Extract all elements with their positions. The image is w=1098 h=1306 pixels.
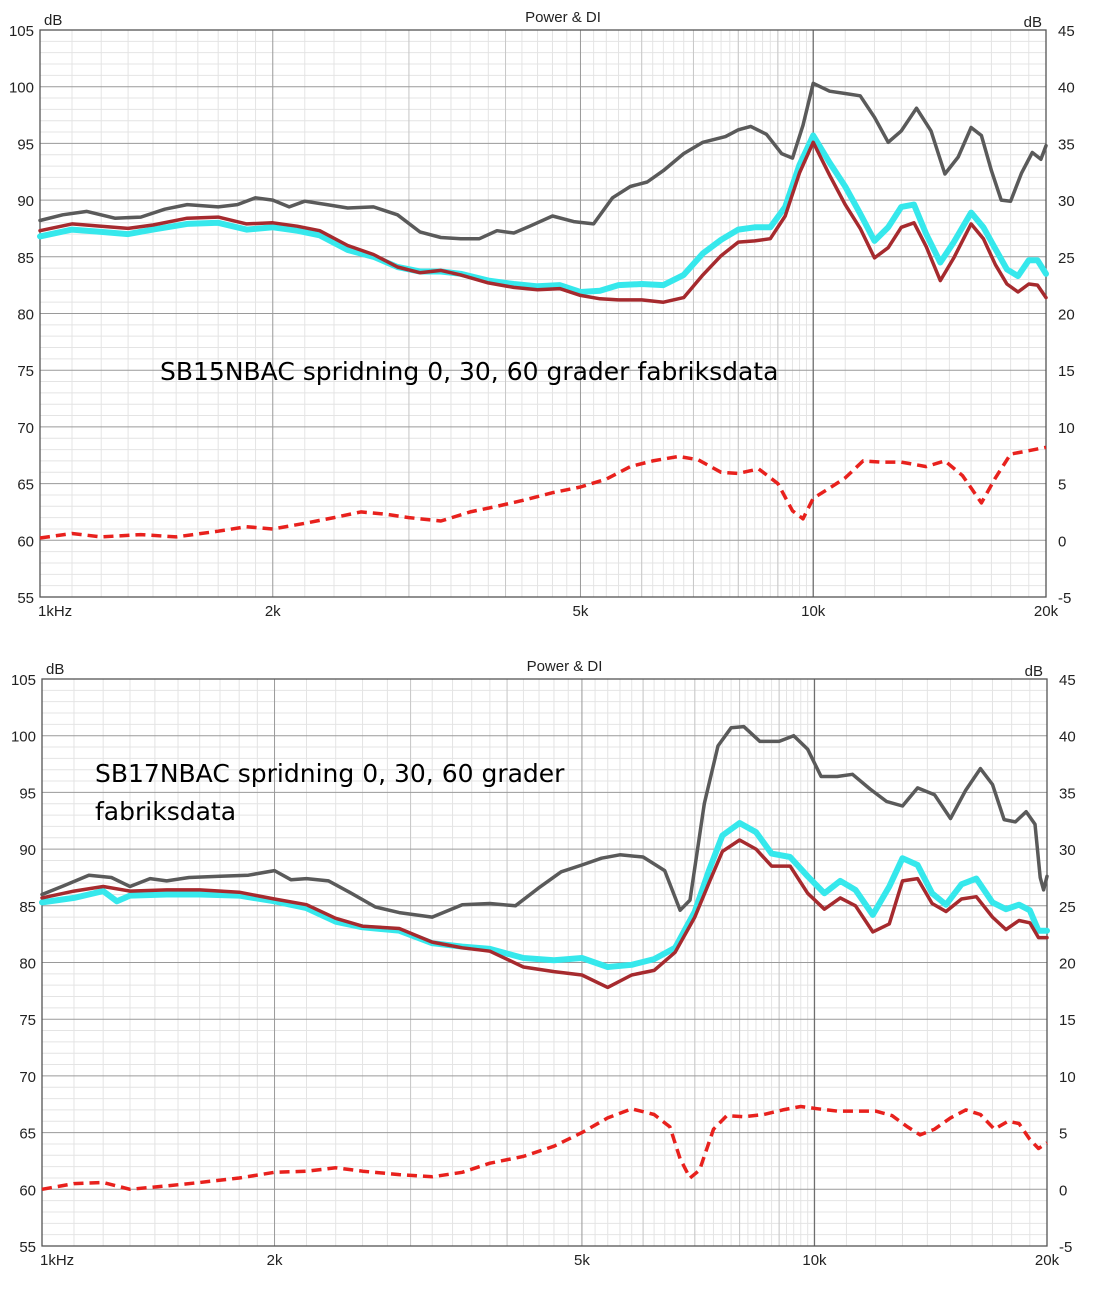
y-tick-label-left: 95: [17, 136, 34, 153]
x-tick-label: 5k: [574, 1252, 590, 1269]
y-tick-label-left: 80: [17, 307, 34, 324]
x-tick-label: 20k: [1035, 1252, 1060, 1269]
y-tick-label-left: 55: [19, 1239, 36, 1256]
y-tick-label-left: 85: [19, 899, 36, 916]
y-tick-label-right: 15: [1058, 363, 1075, 380]
y-tick-label-right: 5: [1058, 477, 1066, 494]
y-tick-label-right: 25: [1058, 250, 1075, 267]
chart-annotation: SB17NBAC spridning 0, 30, 60 grader: [95, 759, 565, 788]
series-line-4: [41, 1104, 1048, 1192]
y-tick-label-right: 30: [1059, 842, 1076, 859]
plot-frame: [39, 29, 1047, 598]
y-tick-label-left: 105: [9, 23, 34, 40]
y-tick-label-right: 45: [1058, 23, 1075, 40]
y-axis-unit-right: dB: [1024, 14, 1042, 31]
chart-panel-bottom: 55 60 65 70 75 80 85 90 95 100 105 -5 0 5 10 15 20 25 30 35…: [11, 658, 1076, 1269]
chart-annotation: fabriksdata: [95, 797, 236, 826]
x-tick-label: 1kHz: [40, 1252, 74, 1269]
series-line-2: [37, 132, 1049, 295]
x-tick-label: 2k: [267, 1252, 283, 1269]
y-tick-label-right: 25: [1059, 899, 1076, 916]
series-line-3: [38, 140, 1048, 304]
chart-title: Power & DI: [525, 9, 601, 26]
y-tick-label-left: 100: [11, 729, 36, 746]
y-tick-label-right: 5: [1059, 1126, 1067, 1143]
y-tick-label-right: 10: [1059, 1069, 1076, 1086]
chart-annotation: SB15NBAC spridning 0, 30, 60 grader fabr…: [160, 357, 778, 386]
y-tick-label-left: 80: [19, 956, 36, 973]
series-line-2: [39, 820, 1050, 970]
chart-title: Power & DI: [527, 658, 603, 675]
y-tick-label-right: 35: [1059, 785, 1076, 802]
y-tick-label-right: 30: [1058, 193, 1075, 210]
y-tick-label-right: 35: [1058, 136, 1075, 153]
y-tick-label-right: -5: [1058, 590, 1071, 607]
y-tick-label-right: 40: [1058, 80, 1075, 97]
series-line-4: [39, 445, 1047, 540]
y-tick-label-left: 105: [11, 672, 36, 689]
y-tick-label-left: 95: [19, 785, 36, 802]
series-line-3: [40, 838, 1049, 990]
x-tick-label: 10k: [802, 1252, 827, 1269]
y-tick-label-left: 90: [19, 842, 36, 859]
series-line-1: [38, 81, 1048, 241]
y-tick-label-left: 70: [19, 1069, 36, 1086]
x-tick-label: 2k: [265, 603, 281, 620]
y-tick-label-left: 70: [17, 420, 34, 437]
y-tick-label-left: 65: [19, 1126, 36, 1143]
y-tick-label-right: 15: [1059, 1012, 1076, 1029]
y-tick-label-left: 55: [17, 590, 34, 607]
x-tick-label: 20k: [1034, 603, 1059, 620]
y-tick-label-right: 45: [1059, 672, 1076, 689]
x-tick-label: 10k: [801, 603, 826, 620]
y-tick-label-left: 75: [19, 1012, 36, 1029]
y-tick-label-left: 90: [17, 193, 34, 210]
chart-panel-top: 55 60 65 70 75 80 85 90 95 100 105 -5 0 5 10 15 20 25 30 35…: [9, 9, 1075, 620]
y-tick-label-left: 65: [17, 477, 34, 494]
y-axis-unit-left: dB: [46, 661, 64, 678]
y-tick-label-right: 0: [1059, 1182, 1067, 1199]
y-tick-label-right: 0: [1058, 533, 1066, 550]
y-tick-label-left: 60: [17, 533, 34, 550]
y-tick-label-left: 60: [19, 1182, 36, 1199]
y-tick-label-right: 40: [1059, 729, 1076, 746]
x-tick-label: 1kHz: [38, 603, 72, 620]
series-line-1: [40, 724, 1049, 919]
y-tick-label-right: 20: [1058, 307, 1075, 324]
y-tick-label-right: 10: [1058, 420, 1075, 437]
y-axis-unit-left: dB: [44, 12, 62, 29]
y-tick-label-left: 100: [9, 80, 34, 97]
y-tick-label-left: 75: [17, 363, 34, 380]
x-tick-label: 5k: [573, 603, 589, 620]
y-axis-unit-right: dB: [1025, 663, 1043, 680]
y-tick-label-left: 85: [17, 250, 34, 267]
y-tick-label-right: 20: [1059, 956, 1076, 973]
y-tick-label-right: -5: [1059, 1239, 1072, 1256]
plot-frame: [41, 678, 1048, 1247]
